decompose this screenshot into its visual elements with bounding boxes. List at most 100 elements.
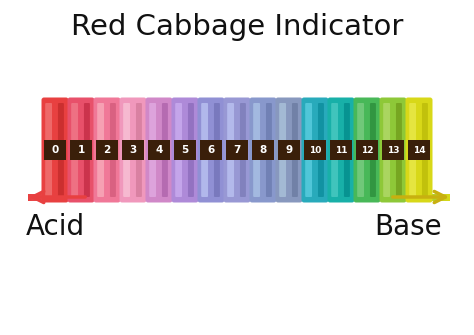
Bar bbox=[281, 194, 283, 201]
Bar bbox=[353, 194, 355, 201]
Bar bbox=[83, 194, 85, 201]
Bar bbox=[90, 194, 92, 201]
Bar bbox=[45, 194, 47, 201]
Bar bbox=[422, 194, 424, 201]
Bar bbox=[221, 194, 223, 201]
FancyBboxPatch shape bbox=[67, 97, 94, 202]
Bar bbox=[269, 194, 271, 201]
Bar bbox=[176, 194, 178, 201]
Bar bbox=[315, 194, 317, 201]
Bar bbox=[304, 140, 326, 160]
Text: 14: 14 bbox=[413, 145, 425, 154]
Bar bbox=[93, 194, 95, 201]
Bar bbox=[59, 194, 61, 201]
Bar bbox=[197, 194, 199, 201]
Bar bbox=[70, 140, 92, 160]
Bar bbox=[57, 194, 59, 201]
Bar bbox=[280, 194, 282, 201]
Bar bbox=[147, 194, 149, 201]
Bar bbox=[101, 194, 103, 201]
FancyBboxPatch shape bbox=[305, 103, 312, 197]
Bar bbox=[42, 194, 44, 201]
FancyBboxPatch shape bbox=[380, 97, 407, 202]
Bar bbox=[371, 194, 373, 201]
Bar bbox=[159, 194, 161, 201]
Bar bbox=[350, 194, 352, 201]
Bar bbox=[137, 194, 138, 201]
FancyBboxPatch shape bbox=[240, 103, 246, 197]
Bar bbox=[448, 194, 450, 201]
Bar bbox=[202, 194, 204, 201]
Bar bbox=[128, 194, 130, 201]
Text: 3: 3 bbox=[129, 145, 137, 155]
Bar bbox=[229, 194, 231, 201]
Bar bbox=[410, 194, 412, 201]
Bar bbox=[340, 194, 342, 201]
Bar bbox=[316, 194, 318, 201]
Bar bbox=[134, 194, 136, 201]
Bar bbox=[347, 194, 349, 201]
Bar bbox=[219, 194, 221, 201]
Bar bbox=[60, 194, 62, 201]
Bar bbox=[365, 194, 367, 201]
FancyBboxPatch shape bbox=[149, 103, 156, 197]
Bar bbox=[49, 194, 51, 201]
Bar bbox=[138, 194, 140, 201]
Bar bbox=[169, 194, 171, 201]
Bar bbox=[323, 194, 325, 201]
Bar bbox=[53, 194, 55, 201]
Bar bbox=[420, 194, 422, 201]
Bar bbox=[111, 194, 113, 201]
Bar bbox=[352, 194, 354, 201]
Bar bbox=[377, 194, 379, 201]
Bar bbox=[400, 194, 401, 201]
Bar bbox=[145, 194, 146, 201]
FancyBboxPatch shape bbox=[357, 103, 364, 197]
Bar bbox=[430, 194, 432, 201]
Bar bbox=[157, 194, 159, 201]
Bar bbox=[304, 194, 306, 201]
Bar bbox=[41, 194, 43, 201]
Bar bbox=[177, 194, 179, 201]
Bar bbox=[443, 194, 445, 201]
FancyBboxPatch shape bbox=[422, 103, 428, 197]
Bar bbox=[91, 194, 93, 201]
Bar bbox=[382, 140, 404, 160]
FancyBboxPatch shape bbox=[136, 103, 142, 197]
Bar bbox=[86, 194, 88, 201]
Bar bbox=[31, 194, 33, 201]
Bar bbox=[370, 194, 372, 201]
Bar bbox=[409, 194, 411, 201]
Bar bbox=[381, 194, 383, 201]
Bar bbox=[139, 194, 141, 201]
Bar bbox=[183, 194, 185, 201]
Bar bbox=[164, 194, 166, 201]
Bar bbox=[398, 194, 400, 201]
Bar bbox=[247, 194, 249, 201]
Bar bbox=[174, 140, 196, 160]
Bar bbox=[84, 194, 86, 201]
Bar bbox=[330, 140, 352, 160]
Bar bbox=[332, 194, 334, 201]
Bar bbox=[174, 194, 176, 201]
Bar bbox=[283, 194, 284, 201]
Bar bbox=[288, 194, 290, 201]
Bar bbox=[70, 194, 72, 201]
Bar bbox=[356, 194, 358, 201]
Bar bbox=[363, 194, 365, 201]
Bar bbox=[385, 194, 387, 201]
Bar bbox=[418, 194, 419, 201]
Bar bbox=[28, 194, 30, 201]
Text: 8: 8 bbox=[259, 145, 266, 155]
FancyBboxPatch shape bbox=[119, 97, 146, 202]
FancyBboxPatch shape bbox=[123, 103, 130, 197]
FancyBboxPatch shape bbox=[301, 97, 328, 202]
Bar bbox=[245, 194, 246, 201]
Bar bbox=[46, 194, 48, 201]
Bar bbox=[155, 194, 156, 201]
Bar bbox=[73, 194, 75, 201]
FancyBboxPatch shape bbox=[279, 103, 286, 197]
Bar bbox=[438, 194, 439, 201]
Bar bbox=[444, 194, 447, 201]
Bar bbox=[253, 194, 255, 201]
